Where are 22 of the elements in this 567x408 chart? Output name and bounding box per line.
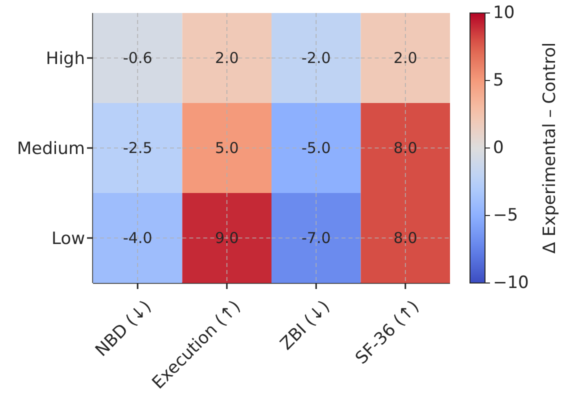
- color-bar-label: 0: [493, 138, 504, 158]
- data-label: -4.0: [122, 229, 152, 247]
- data-label: 8.0: [393, 229, 418, 247]
- color-bar-label: 5: [493, 70, 504, 90]
- data-label: 2.0: [393, 49, 418, 67]
- data-label: -2.0: [301, 49, 331, 67]
- x-tick-label: ZBI (↓): [276, 296, 334, 354]
- color-bar-label: 10: [493, 3, 515, 23]
- data-label: -2.5: [122, 139, 152, 157]
- data-label: 8.0: [393, 139, 418, 157]
- data-label: 2.0: [214, 49, 239, 67]
- data-label: -5.0: [301, 139, 331, 157]
- color-bar-label: −10: [493, 273, 529, 293]
- color-bar-title: Δ Experimental – Control: [540, 42, 560, 254]
- data-label: 5.0: [214, 139, 239, 157]
- data-label: -7.0: [301, 229, 331, 247]
- data-label: 9.0: [214, 229, 239, 247]
- y-tick-label: Medium: [17, 139, 85, 160]
- color-bar-label: −5: [493, 206, 518, 226]
- data-label: -0.6: [122, 49, 152, 67]
- y-tick-label: High: [46, 49, 85, 70]
- y-tick-label: Low: [52, 229, 86, 250]
